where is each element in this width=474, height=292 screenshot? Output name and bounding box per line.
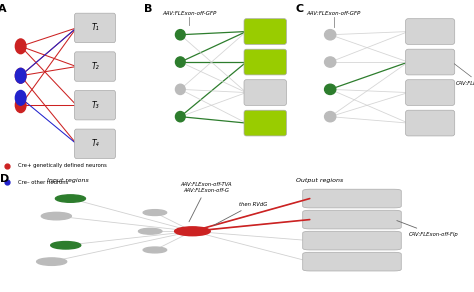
FancyBboxPatch shape — [303, 252, 401, 271]
Circle shape — [325, 57, 336, 67]
Text: AAV:FLExon-off-GFP: AAV:FLExon-off-GFP — [162, 11, 217, 16]
FancyBboxPatch shape — [74, 129, 116, 159]
FancyBboxPatch shape — [244, 110, 286, 136]
Text: CAV:FLExon-off-Flp: CAV:FLExon-off-Flp — [397, 220, 458, 237]
Circle shape — [175, 112, 185, 122]
FancyBboxPatch shape — [303, 231, 401, 250]
Text: Cre– other neurons: Cre– other neurons — [18, 180, 68, 185]
FancyBboxPatch shape — [244, 49, 286, 75]
Text: Output regions: Output regions — [296, 178, 343, 182]
Circle shape — [138, 228, 162, 234]
Text: AAV:FLExon-off-TVA
AAV:FLExon-off-G: AAV:FLExon-off-TVA AAV:FLExon-off-G — [181, 182, 232, 222]
FancyBboxPatch shape — [74, 13, 116, 43]
Circle shape — [15, 68, 26, 83]
FancyBboxPatch shape — [303, 189, 401, 208]
FancyBboxPatch shape — [74, 52, 116, 81]
Circle shape — [143, 247, 167, 253]
Text: T₂: T₂ — [91, 62, 99, 71]
Circle shape — [174, 227, 210, 236]
Circle shape — [15, 68, 26, 83]
Circle shape — [143, 210, 167, 215]
FancyBboxPatch shape — [406, 110, 455, 136]
Circle shape — [175, 29, 185, 40]
Text: then RVdG: then RVdG — [214, 201, 268, 225]
Text: T₁: T₁ — [91, 23, 99, 32]
Circle shape — [15, 39, 26, 54]
Text: T₄: T₄ — [91, 139, 99, 148]
Circle shape — [175, 57, 185, 67]
Text: CAV:FLExon-off-Flp: CAV:FLExon-off-Flp — [454, 64, 474, 86]
FancyBboxPatch shape — [406, 80, 455, 105]
FancyBboxPatch shape — [406, 19, 455, 44]
Text: B: B — [144, 4, 152, 14]
Text: Cre+ genetically defined neurons: Cre+ genetically defined neurons — [18, 164, 107, 168]
Text: Input regions: Input regions — [47, 178, 89, 182]
Circle shape — [51, 241, 81, 249]
Circle shape — [325, 84, 336, 95]
FancyBboxPatch shape — [244, 19, 286, 44]
Text: T₃: T₃ — [91, 101, 99, 110]
FancyBboxPatch shape — [406, 49, 455, 75]
Text: AAV:FLExon-off-GFP: AAV:FLExon-off-GFP — [307, 11, 361, 16]
Circle shape — [175, 84, 185, 95]
Circle shape — [41, 212, 72, 220]
FancyBboxPatch shape — [74, 91, 116, 120]
FancyBboxPatch shape — [303, 210, 401, 229]
Text: A: A — [0, 4, 7, 14]
Circle shape — [325, 112, 336, 122]
Circle shape — [36, 258, 67, 265]
FancyBboxPatch shape — [244, 80, 286, 105]
Circle shape — [325, 29, 336, 40]
Text: D: D — [0, 174, 9, 184]
Circle shape — [15, 98, 26, 112]
Circle shape — [55, 195, 85, 202]
Circle shape — [15, 91, 26, 105]
Text: C: C — [295, 4, 303, 14]
